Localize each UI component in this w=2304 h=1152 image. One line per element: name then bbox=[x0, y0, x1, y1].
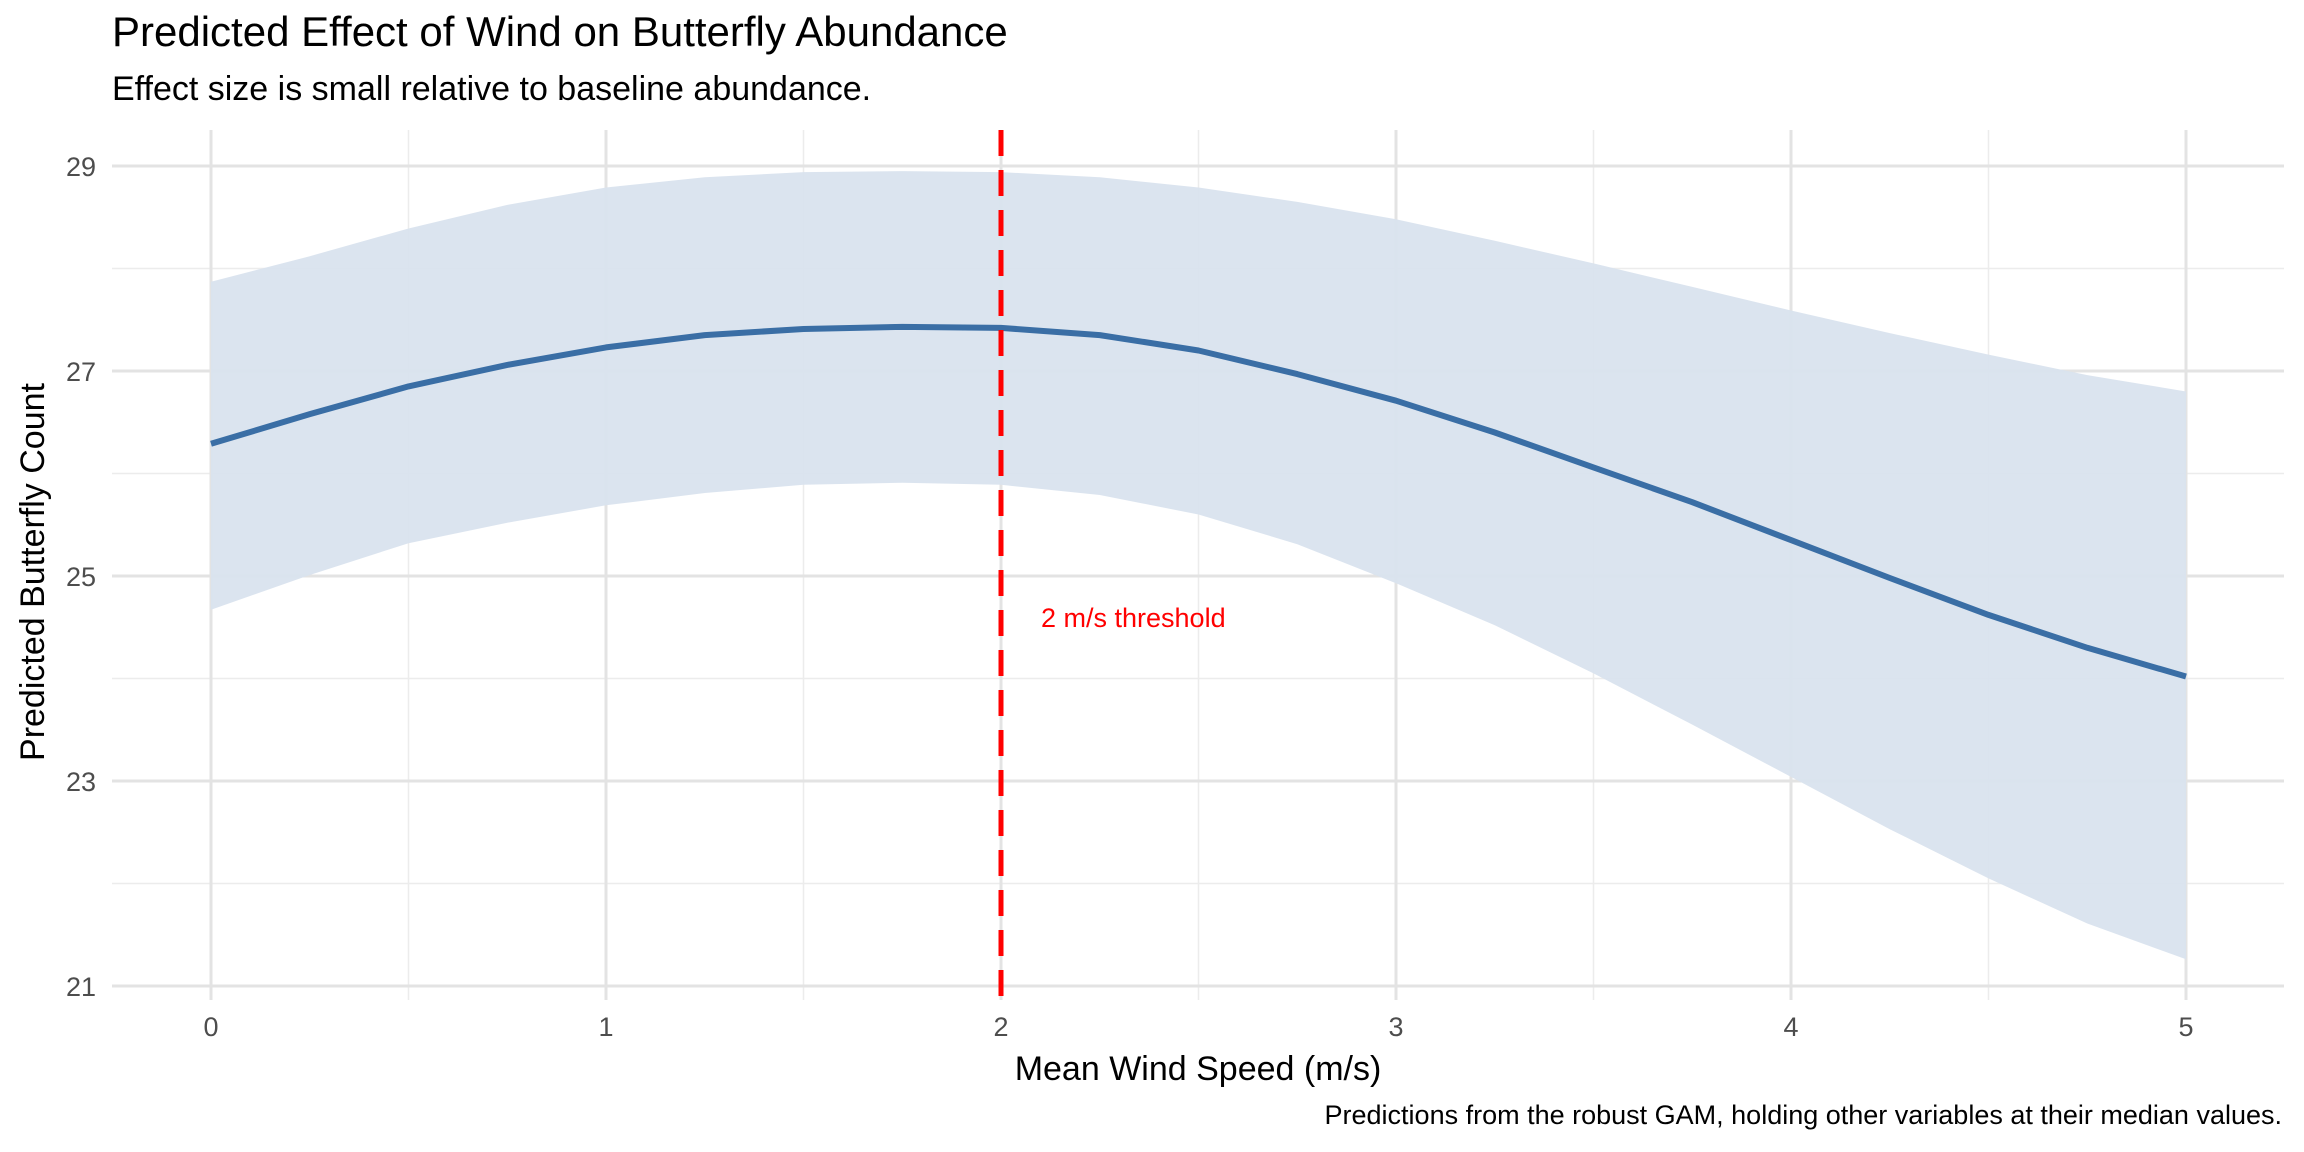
chart-subtitle: Effect size is small relative to baselin… bbox=[112, 70, 872, 108]
y-tick-label: 25 bbox=[66, 562, 96, 592]
threshold-label: 2 m/s threshold bbox=[1041, 603, 1226, 633]
chart-caption: Predictions from the robust GAM, holding… bbox=[1324, 1100, 2282, 1130]
x-tick-label: 5 bbox=[2178, 1012, 2193, 1042]
y-tick-label: 21 bbox=[66, 972, 96, 1002]
chart-title: Predicted Effect of Wind on Butterfly Ab… bbox=[112, 8, 1008, 55]
reference-line-layer: 2 m/s threshold bbox=[998, 130, 1226, 1000]
x-tick-label: 0 bbox=[203, 1012, 218, 1042]
y-axis-ticks: 21 23 25 27 29 bbox=[66, 152, 96, 1002]
x-tick-label: 2 bbox=[993, 1012, 1008, 1042]
y-tick-label: 23 bbox=[66, 767, 96, 797]
x-tick-label: 1 bbox=[598, 1012, 613, 1042]
y-tick-label: 29 bbox=[66, 152, 96, 182]
prediction-line-layer bbox=[210, 323, 2187, 680]
y-tick-label: 27 bbox=[66, 357, 96, 387]
x-tick-label: 4 bbox=[1783, 1012, 1798, 1042]
confidence-band-layer bbox=[211, 171, 2186, 960]
confidence-band bbox=[211, 171, 2186, 960]
x-axis-ticks: 0 1 2 3 4 5 bbox=[203, 1012, 2193, 1042]
x-axis-title: Mean Wind Speed (m/s) bbox=[1015, 1050, 1382, 1088]
x-tick-label: 3 bbox=[1388, 1012, 1403, 1042]
prediction-line bbox=[210, 323, 2187, 680]
y-axis-title: Predicted Butterfly Count bbox=[14, 382, 52, 761]
